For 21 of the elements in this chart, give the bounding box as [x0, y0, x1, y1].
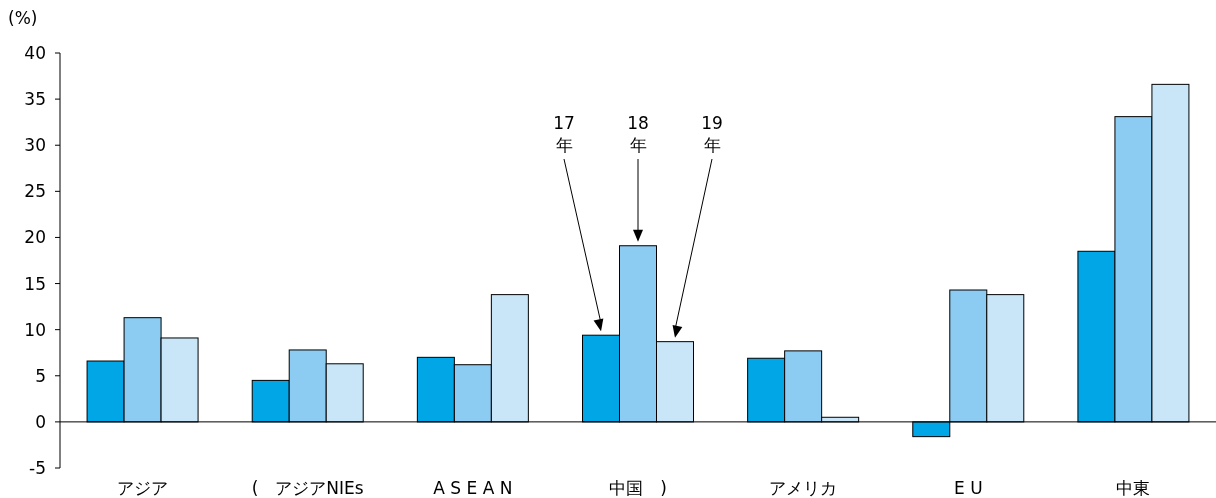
- y-tick-label: 15: [24, 273, 46, 294]
- x-tick-label: 中東: [1116, 478, 1151, 498]
- y-tick-label: 40: [24, 43, 46, 63]
- y-tick-label: 30: [24, 135, 46, 156]
- annotation: 18年: [627, 113, 649, 155]
- x-tick-label: ( アジアNIEs: [251, 478, 364, 498]
- x-tick-label: A S E A N: [433, 478, 513, 498]
- y-tick-label: 10: [24, 319, 46, 340]
- y-tick-label: 0: [35, 411, 46, 432]
- annotation: 19年: [701, 113, 723, 155]
- x-tick-label: 中国 ): [609, 478, 667, 498]
- y-axis-title: (%): [8, 8, 38, 28]
- y-tick-label: 5: [35, 365, 46, 386]
- x-tick-label: E U: [953, 478, 983, 498]
- y-tick-label: -5: [29, 458, 46, 478]
- x-tick-label: アジア: [117, 478, 169, 498]
- y-tick-label: 20: [24, 227, 46, 248]
- y-tick-label: 35: [24, 89, 46, 110]
- annotation: 17年: [553, 113, 575, 155]
- x-tick-label: アメリカ: [769, 478, 838, 498]
- y-tick-label: 25: [24, 181, 46, 202]
